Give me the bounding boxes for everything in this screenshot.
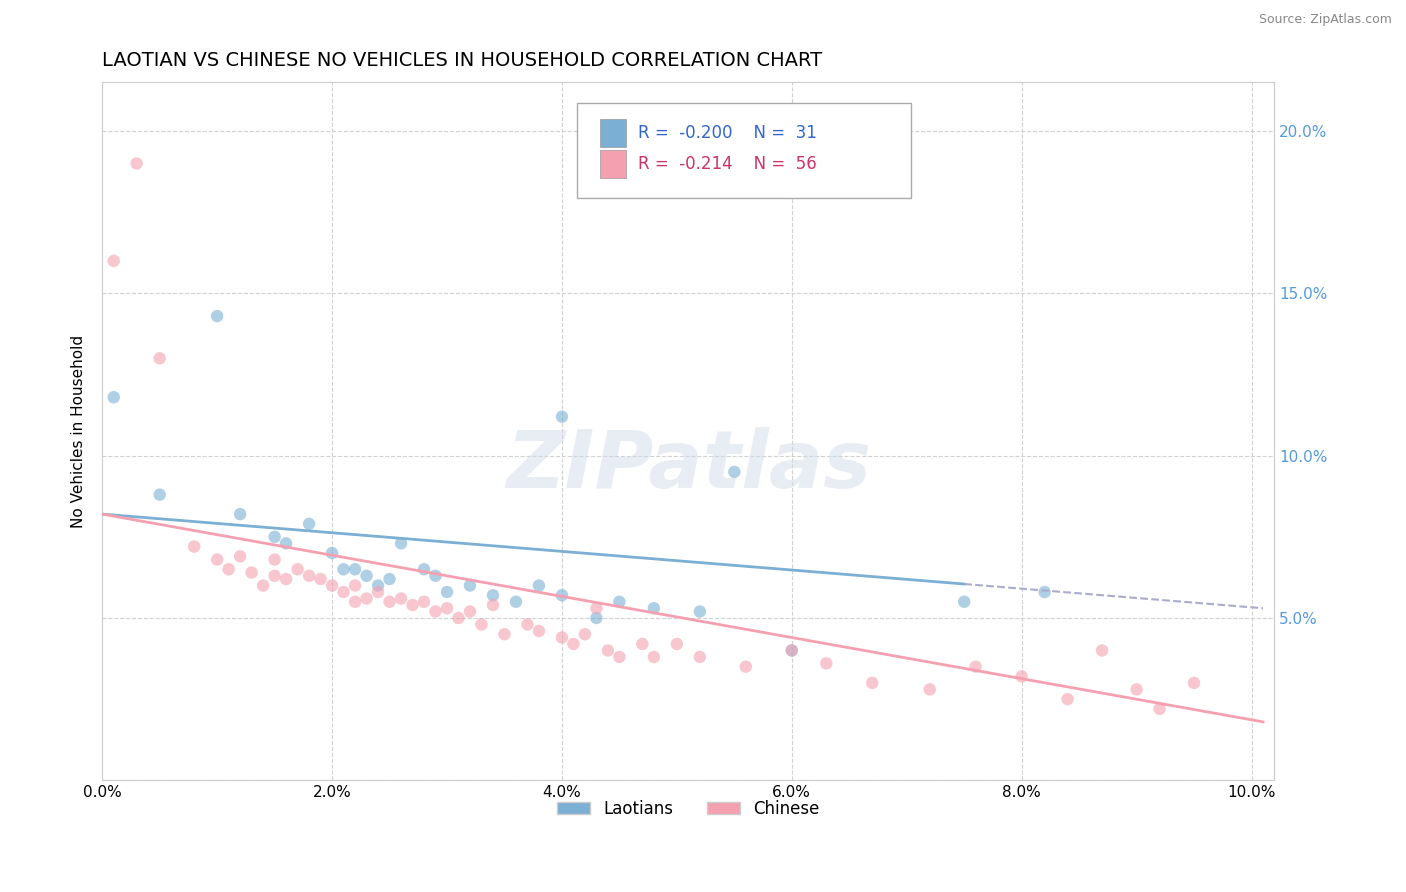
Point xyxy=(274,536,297,550)
Point xyxy=(585,601,607,615)
Point xyxy=(263,568,285,582)
Point xyxy=(344,562,367,576)
Point xyxy=(436,601,458,615)
Point xyxy=(482,598,505,612)
Point xyxy=(436,585,458,599)
Point xyxy=(218,562,240,576)
Point xyxy=(918,682,941,697)
Point xyxy=(458,578,481,592)
Point xyxy=(263,552,285,566)
Point xyxy=(965,659,987,673)
Point xyxy=(1149,702,1171,716)
Point xyxy=(551,631,574,645)
Point xyxy=(356,568,378,582)
Point xyxy=(516,617,538,632)
Point xyxy=(494,627,516,641)
Point xyxy=(1011,669,1033,683)
Point xyxy=(298,516,321,531)
Point xyxy=(596,643,619,657)
Point xyxy=(378,595,401,609)
Point xyxy=(470,617,492,632)
Point xyxy=(229,507,252,521)
Point xyxy=(344,578,367,592)
Point xyxy=(527,578,550,592)
Point xyxy=(1125,682,1147,697)
Point xyxy=(551,409,574,424)
Point xyxy=(378,572,401,586)
Point xyxy=(274,572,297,586)
Point xyxy=(367,585,389,599)
Text: R =  -0.200    N =  31: R = -0.200 N = 31 xyxy=(638,124,817,143)
Point xyxy=(734,659,756,673)
Point xyxy=(103,390,125,404)
Point xyxy=(149,351,172,366)
Point xyxy=(321,578,343,592)
Point xyxy=(689,605,711,619)
Point xyxy=(1056,692,1078,706)
Point xyxy=(356,591,378,606)
Point xyxy=(953,595,976,609)
Point xyxy=(367,578,389,592)
Point xyxy=(780,643,803,657)
Point xyxy=(332,562,354,576)
FancyBboxPatch shape xyxy=(576,103,911,197)
FancyBboxPatch shape xyxy=(600,120,626,147)
Point xyxy=(458,605,481,619)
Point xyxy=(643,649,665,664)
Point xyxy=(263,530,285,544)
Text: ZIPatlas: ZIPatlas xyxy=(506,427,870,505)
Point xyxy=(585,611,607,625)
Text: LAOTIAN VS CHINESE NO VEHICLES IN HOUSEHOLD CORRELATION CHART: LAOTIAN VS CHINESE NO VEHICLES IN HOUSEH… xyxy=(103,51,823,70)
Y-axis label: No Vehicles in Household: No Vehicles in Household xyxy=(72,334,86,528)
Point xyxy=(252,578,274,592)
Point xyxy=(1033,585,1056,599)
Point xyxy=(425,605,447,619)
Text: R =  -0.214    N =  56: R = -0.214 N = 56 xyxy=(638,155,817,173)
Point xyxy=(205,552,228,566)
Point xyxy=(482,588,505,602)
Point xyxy=(401,598,423,612)
Point xyxy=(631,637,654,651)
Point xyxy=(505,595,527,609)
Point xyxy=(574,627,596,641)
Legend: Laotians, Chinese: Laotians, Chinese xyxy=(550,793,827,824)
Point xyxy=(240,566,263,580)
Point xyxy=(321,546,343,560)
Point xyxy=(609,595,631,609)
Point xyxy=(780,643,803,657)
Point xyxy=(229,549,252,564)
Point xyxy=(389,536,412,550)
Point xyxy=(309,572,332,586)
Point xyxy=(447,611,470,625)
Point xyxy=(413,595,436,609)
Point xyxy=(413,562,436,576)
Point xyxy=(689,649,711,664)
Point xyxy=(609,649,631,664)
Point xyxy=(389,591,412,606)
Text: Source: ZipAtlas.com: Source: ZipAtlas.com xyxy=(1258,13,1392,27)
Point xyxy=(103,253,125,268)
Point xyxy=(344,595,367,609)
Point xyxy=(860,676,883,690)
Point xyxy=(1182,676,1205,690)
Point xyxy=(551,588,574,602)
Point xyxy=(125,156,148,170)
Point xyxy=(425,568,447,582)
Point xyxy=(183,540,205,554)
Point xyxy=(287,562,309,576)
Point xyxy=(815,657,838,671)
Point xyxy=(723,465,745,479)
Point xyxy=(562,637,585,651)
Point xyxy=(149,488,172,502)
Point xyxy=(1091,643,1114,657)
Point xyxy=(665,637,688,651)
Point xyxy=(298,568,321,582)
Point xyxy=(332,585,354,599)
FancyBboxPatch shape xyxy=(600,150,626,178)
Point xyxy=(643,601,665,615)
Point xyxy=(205,309,228,323)
Point xyxy=(527,624,550,638)
